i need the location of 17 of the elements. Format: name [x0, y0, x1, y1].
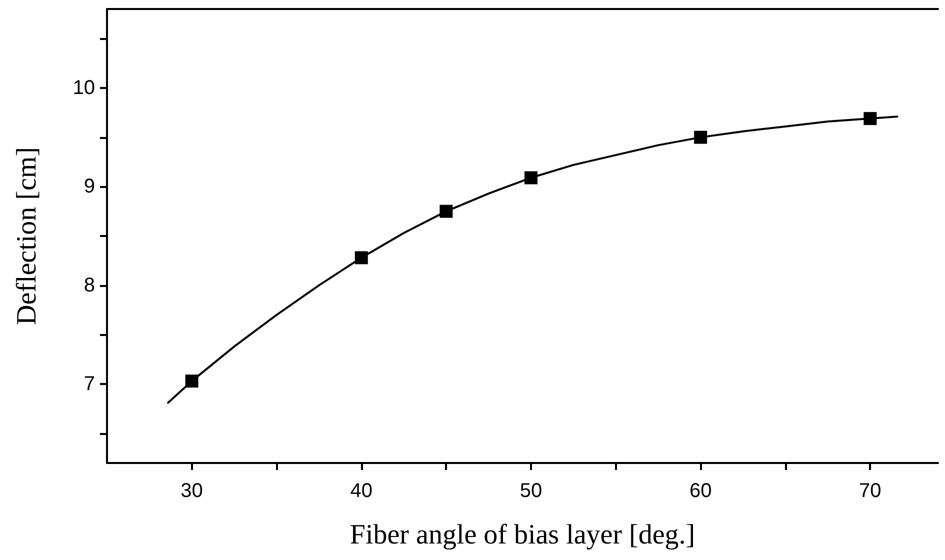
x-tick-label: 60 [689, 480, 712, 502]
x-axis-title: Fiber angle of bias layer [deg.] [350, 520, 696, 550]
point [354, 251, 368, 264]
x-tick-label: 70 [859, 480, 882, 502]
x-tick-label: 40 [350, 480, 373, 502]
point [440, 204, 453, 218]
y-tick-label: 9 [84, 176, 95, 198]
y-tick-label: 7 [84, 373, 95, 396]
y-tick-label: 10 [72, 76, 95, 99]
y-tick-label: 8 [84, 274, 95, 296]
x-tick-label: 30 [180, 480, 203, 502]
point [864, 112, 877, 126]
point [185, 374, 198, 388]
x-tick-label: 50 [520, 480, 542, 502]
point [694, 130, 708, 144]
point [524, 171, 538, 184]
y-axis-title: Deflection [cm] [12, 146, 42, 326]
